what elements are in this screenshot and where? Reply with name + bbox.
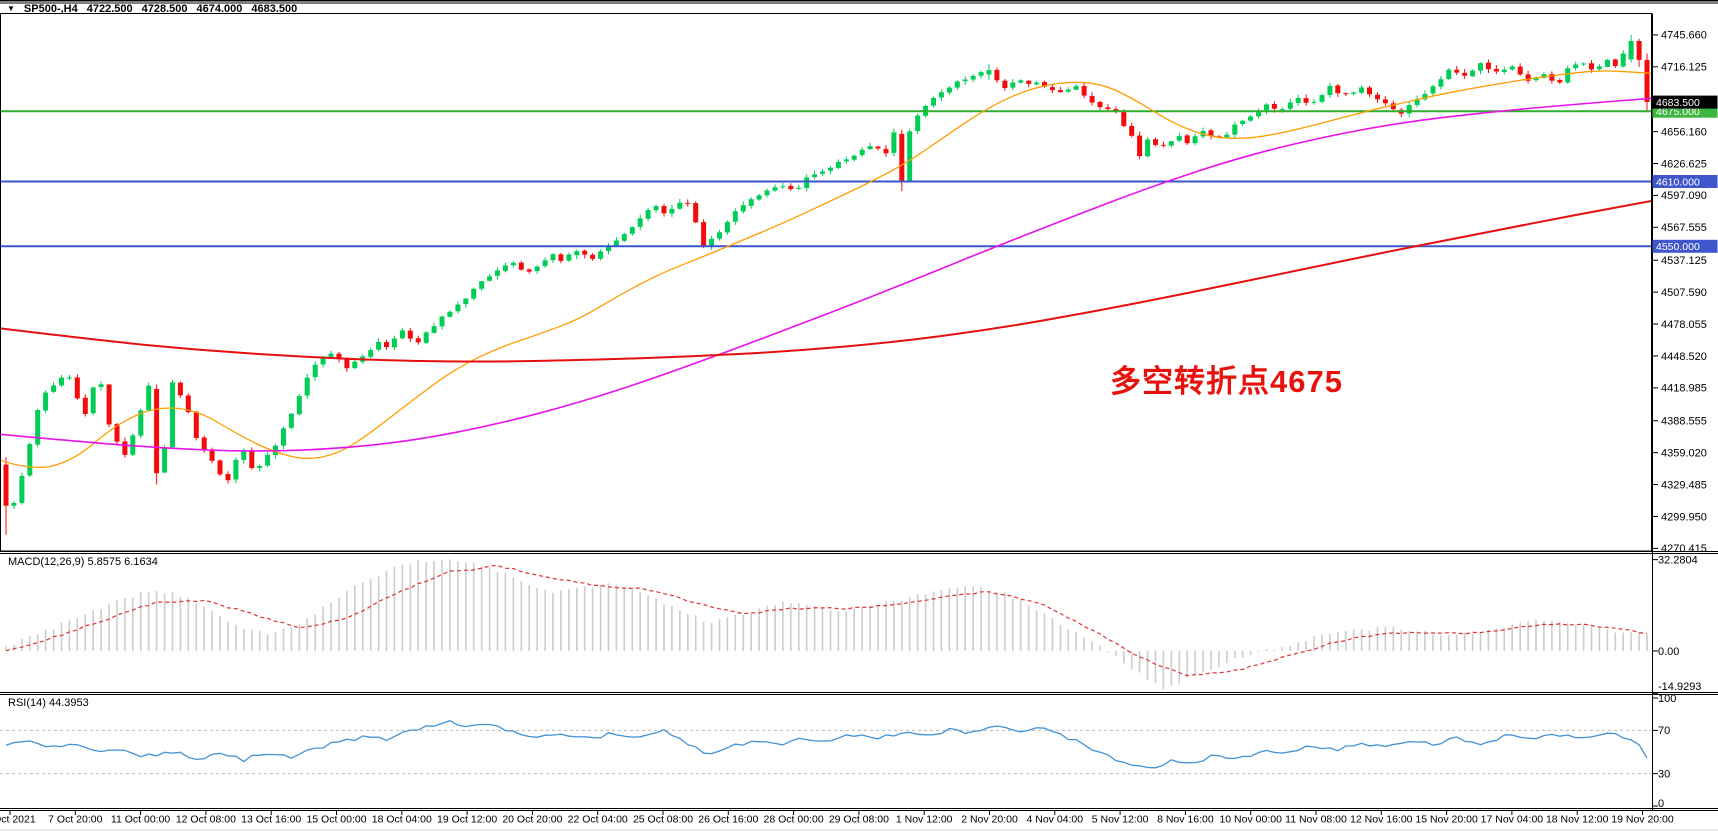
time-axis[interactable]: 6 Oct 2021 7 Oct 20:00 11 Oct 00:00 12 Oct … <box>0 810 1674 826</box>
level-badge-4550.000-label: 4550.000 <box>1656 241 1700 253</box>
time-tick-label: 1 Nov 12:00 <box>896 814 953 826</box>
level-badge-4550.000 <box>1652 239 1718 253</box>
price-tick-label: 4567.555 <box>1661 222 1707 234</box>
ohlc-close: 4683.500 <box>251 3 298 15</box>
last-price-badge-label: 4683.500 <box>1656 97 1700 109</box>
time-tick-label: 18 Nov 12:00 <box>1546 814 1609 826</box>
rsi-panel <box>0 719 1652 775</box>
price-tick-label: 4716.125 <box>1661 62 1707 74</box>
macd-indicator-label: MACD(12,26,9) 5.8575 6.1634 <box>8 556 158 568</box>
price-badges: 4675.000 4610.000 4550.000 4683.500 <box>1652 95 1718 253</box>
rsi-indicator-label: RSI(14) 44.3953 <box>8 697 89 709</box>
macd-tick-label: -14.9293 <box>1658 681 1701 693</box>
price-tick-label: 4656.160 <box>1661 126 1707 138</box>
rsi-tick-label: 0 <box>1658 798 1664 810</box>
ma-medium-line <box>0 97 1653 452</box>
level-badge-4610.000 <box>1652 175 1718 188</box>
ma-slow-line <box>0 199 1653 363</box>
chart-annotation-text: 多空转折点4675 <box>1110 364 1343 399</box>
price-tick-label: 4745.660 <box>1661 30 1707 42</box>
time-tick-label: 5 Nov 12:00 <box>1092 814 1149 826</box>
time-tick-label: 19 Nov 20:00 <box>1611 814 1674 826</box>
time-tick-label: 17 Nov 04:00 <box>1481 814 1544 826</box>
symbol-timeframe-label: SP500-,H4 <box>23 3 78 15</box>
macd-tick-label: 0.00 <box>1658 646 1679 658</box>
price-tick-label: 4299.950 <box>1661 511 1707 523</box>
time-tick-label: 6 Oct 2021 <box>0 814 36 826</box>
ohlc-low: 4674.000 <box>196 3 243 15</box>
time-tick-label: 19 Oct 12:00 <box>437 814 497 826</box>
chart-collapse-icon[interactable]: ▼ <box>7 4 15 13</box>
rsi-tick-label: 30 <box>1658 768 1670 780</box>
rsi-line <box>5 719 1648 769</box>
ohlc-open: 4722.500 <box>86 3 133 15</box>
time-tick-label: 15 Nov 20:00 <box>1415 814 1478 826</box>
rsi-tick-label: 70 <box>1658 725 1670 737</box>
price-tick-label: 4597.090 <box>1661 190 1707 202</box>
last-price-badge <box>1652 95 1718 109</box>
ohlc-high: 4728.500 <box>141 3 188 15</box>
time-tick-label: 22 Oct 04:00 <box>568 814 628 826</box>
time-tick-label: 7 Oct 20:00 <box>48 814 102 826</box>
time-tick-label: 20 Oct 20:00 <box>502 814 562 826</box>
time-tick-label: 25 Oct 08:00 <box>633 814 693 826</box>
price-tick-label: 4507.590 <box>1661 287 1707 299</box>
level-badge-4675.000-label: 4675.000 <box>1656 106 1700 118</box>
time-tick-label: 18 Oct 04:00 <box>372 814 432 826</box>
time-tick-label: 15 Oct 00:00 <box>306 814 366 826</box>
time-tick-label: 12 Nov 16:00 <box>1350 814 1413 826</box>
time-tick-label: 10 Nov 00:00 <box>1219 814 1282 826</box>
time-tick-label: 8 Nov 16:00 <box>1157 814 1214 826</box>
macd-tick-label: 32.2804 <box>1658 554 1698 566</box>
price-tick-label: 4329.485 <box>1661 479 1707 491</box>
time-tick-label: 2 Nov 20:00 <box>961 814 1018 826</box>
price-tick-label: 4537.125 <box>1661 255 1707 267</box>
price-tick-label: 4478.055 <box>1661 319 1707 331</box>
time-tick-label: 13 Oct 16:00 <box>241 814 301 826</box>
price-tick-label: 4626.625 <box>1661 158 1707 170</box>
time-tick-label: 28 Oct 00:00 <box>764 814 824 826</box>
level-badge-4610.000-label: 4610.000 <box>1656 176 1700 188</box>
macd-signal-line <box>5 564 1648 677</box>
time-tick-label: 11 Oct 00:00 <box>111 814 171 826</box>
chart-title: ▼ SP500-,H4 4722.500 4728.500 4674.000 4… <box>7 3 297 15</box>
time-tick-label: 11 Nov 08:00 <box>1285 814 1347 826</box>
time-tick-label: 29 Oct 08:00 <box>829 814 889 826</box>
price-tick-label: 4388.555 <box>1661 416 1707 428</box>
rsi-tick-label: 100 <box>1658 693 1676 705</box>
ma-fast-line <box>0 70 1653 469</box>
macd-axis[interactable]: 32.2804 0.00 -14.9293 <box>1652 554 1702 694</box>
candlestick-series <box>3 34 1650 535</box>
time-tick-label: 4 Nov 04:00 <box>1026 814 1083 826</box>
price-tick-label: 4359.020 <box>1661 448 1707 460</box>
macd-panel <box>5 559 1648 690</box>
time-tick-label: 12 Oct 08:00 <box>176 814 236 826</box>
support-resistance-lines[interactable] <box>0 110 1652 248</box>
price-tick-label: 4270.415 <box>1661 543 1707 555</box>
price-axis[interactable]: 4745.660 4716.125 4656.160 4626.625 4597.090… <box>1652 30 1707 556</box>
price-tick-label: 4418.985 <box>1661 383 1707 395</box>
time-tick-label: 26 Oct 16:00 <box>698 814 758 826</box>
price-tick-label: 4448.520 <box>1661 351 1707 363</box>
rsi-axis[interactable]: 100 70 30 0 <box>1652 693 1677 810</box>
